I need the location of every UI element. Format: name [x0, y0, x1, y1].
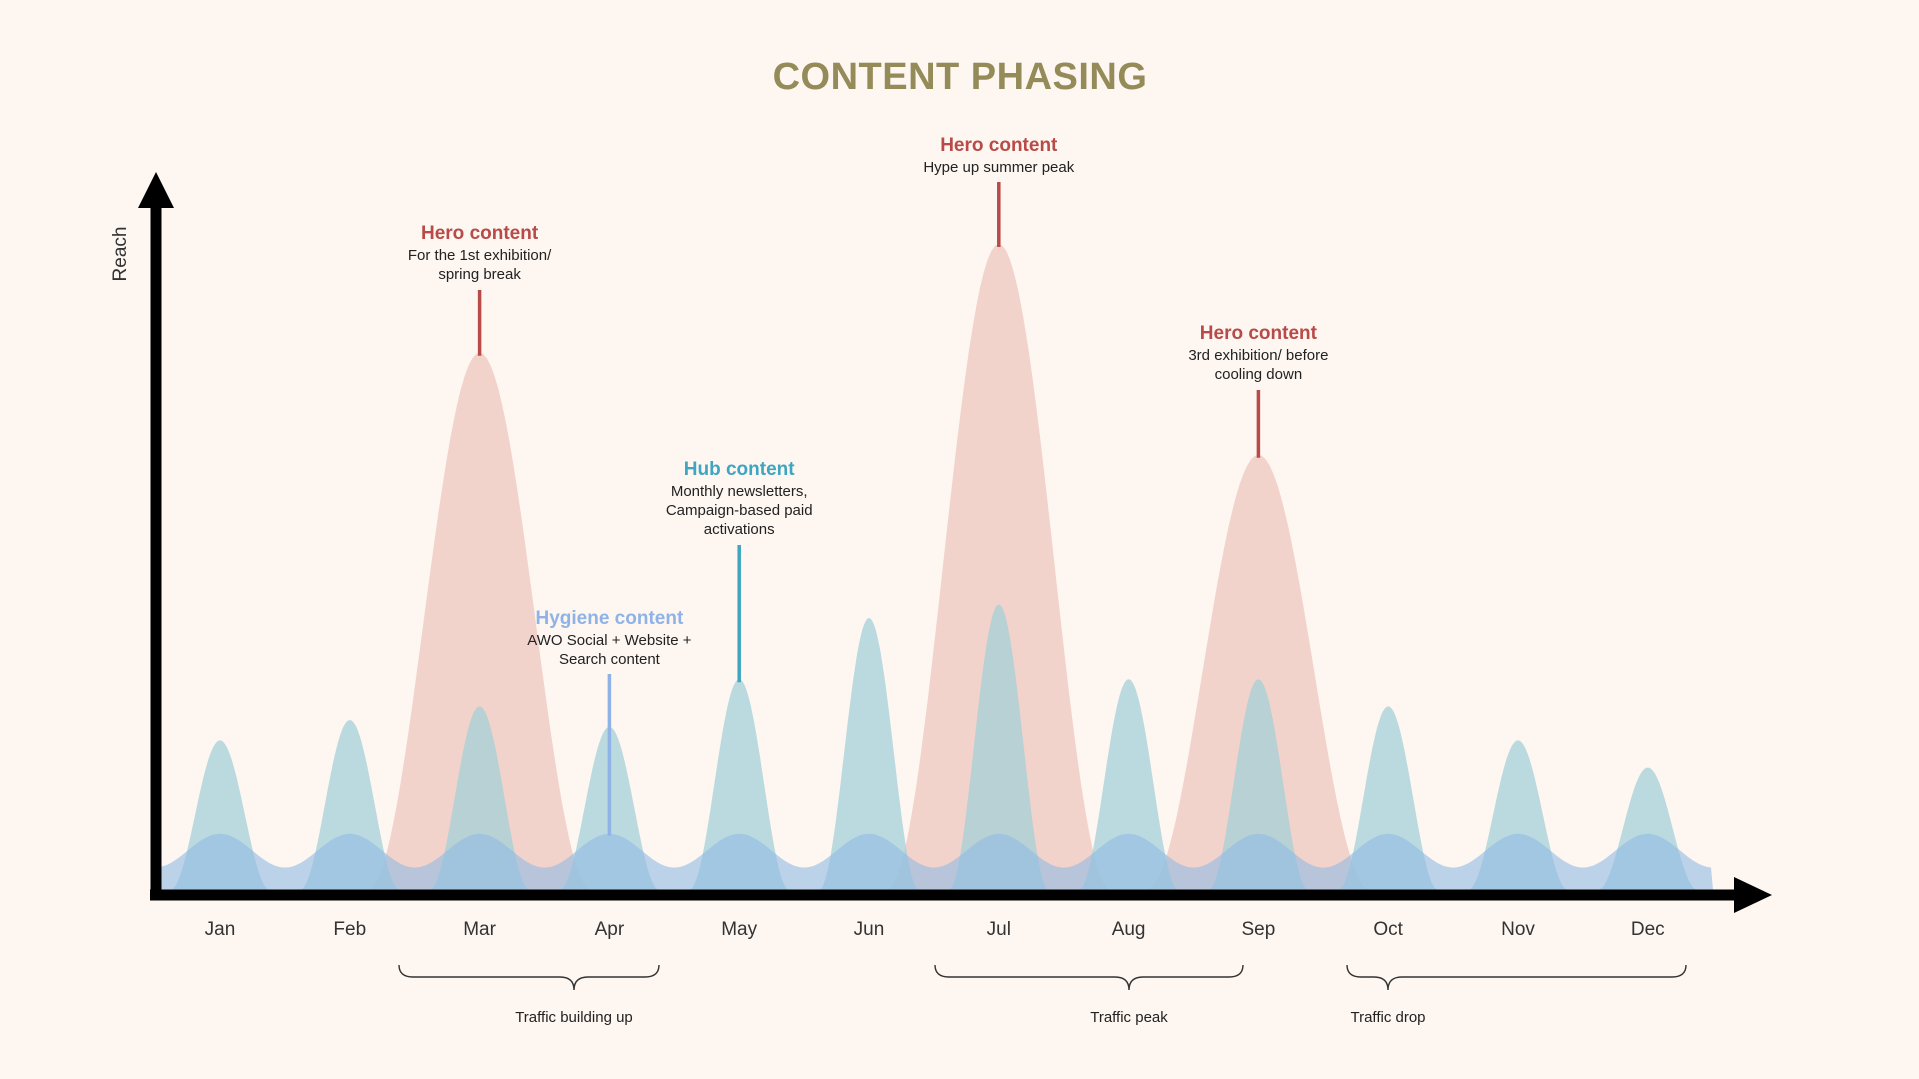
annotation-title: Hero content [940, 135, 1058, 156]
x-tick-jun: Jun [854, 919, 885, 940]
annotation-line: AWO Social + Website + [527, 632, 691, 649]
hero-peak-jul [886, 244, 1111, 890]
annotation-line: 3rd exhibition/ before [1188, 347, 1328, 364]
annotation-line: spring break [438, 266, 521, 283]
annotation-hero-mar: Hero content For the 1st exhibition/sprin… [408, 223, 552, 356]
phase-label: Traffic building up [515, 1009, 633, 1026]
annotation-line: For the 1st exhibition/ [408, 247, 552, 264]
hero-peak-mar [367, 352, 592, 890]
annotation-line: Hype up summer peak [923, 159, 1074, 176]
y-axis-label: Reach [110, 227, 131, 282]
hub-bump-jun [819, 618, 919, 890]
axes [138, 172, 1772, 913]
annotation-title: Hero content [1200, 323, 1318, 344]
annotation-hygiene-apr: Hygiene content AWO Social + Website + Sea… [527, 608, 692, 836]
phase-traffic-building-up: Traffic building up [398, 964, 660, 1026]
phase-brace [398, 964, 660, 991]
phase-brace [934, 964, 1244, 991]
hub-bump-aug [1078, 679, 1179, 890]
annotation-hero-sep: Hero content 3rd exhibition/ before coolin… [1188, 323, 1328, 458]
hub-bump-sep [1208, 679, 1309, 890]
annotation-hero-jul: Hero content Hype up summer peak [923, 135, 1075, 247]
phases: Traffic building up Traffic peak Traffic d… [398, 964, 1687, 1026]
x-tick-may: May [721, 919, 757, 940]
annotation-line: activations [704, 521, 775, 538]
annotation-line: Campaign-based paid [666, 502, 813, 519]
x-axis-arrow [1734, 877, 1772, 913]
annotation-line: Monthly newsletters, [671, 483, 808, 500]
chart-title: CONTENT PHASING [773, 56, 1148, 98]
x-tick-apr: Apr [595, 919, 625, 940]
x-tick-oct: Oct [1373, 919, 1403, 940]
annotation-hub-may: Hub content Monthly newsletters, Campaign-… [666, 459, 813, 683]
annotation-title: Hygiene content [535, 608, 683, 629]
hero-peak-sep [1146, 454, 1371, 890]
phase-label: Traffic drop [1350, 1009, 1425, 1026]
annotation-line: Search content [559, 651, 661, 668]
annotation-line: cooling down [1215, 366, 1303, 383]
x-tick-aug: Aug [1112, 919, 1146, 940]
annotation-title: Hub content [684, 459, 795, 480]
phase-brace [1346, 964, 1687, 991]
y-axis-arrow [138, 172, 174, 208]
x-tick-jan: Jan [205, 919, 236, 940]
hygiene-wave [160, 833, 1713, 890]
x-tick-labels: Jan Feb Mar Apr May Jun Jul Aug Sep Oct Nov Dec [205, 919, 1665, 940]
hub-bump-oct [1338, 706, 1439, 890]
hub-bump-jul [948, 604, 1049, 890]
phase-traffic-peak: Traffic peak [934, 964, 1244, 1026]
phase-label: Traffic peak [1090, 1009, 1168, 1026]
x-tick-dec: Dec [1631, 919, 1665, 940]
hub-bump-may [689, 679, 790, 890]
annotations: Hero content For the 1st exhibition/sprin… [408, 135, 1328, 836]
annotation-title: Hero content [421, 223, 539, 244]
x-tick-feb: Feb [333, 919, 366, 940]
x-tick-nov: Nov [1501, 919, 1535, 940]
x-tick-mar: Mar [463, 919, 496, 940]
hub-bump-mar [429, 706, 530, 890]
area-layer [160, 244, 1713, 890]
x-tick-sep: Sep [1241, 919, 1275, 940]
phase-traffic-drop: Traffic drop [1346, 964, 1687, 1026]
x-tick-jul: Jul [987, 919, 1011, 940]
